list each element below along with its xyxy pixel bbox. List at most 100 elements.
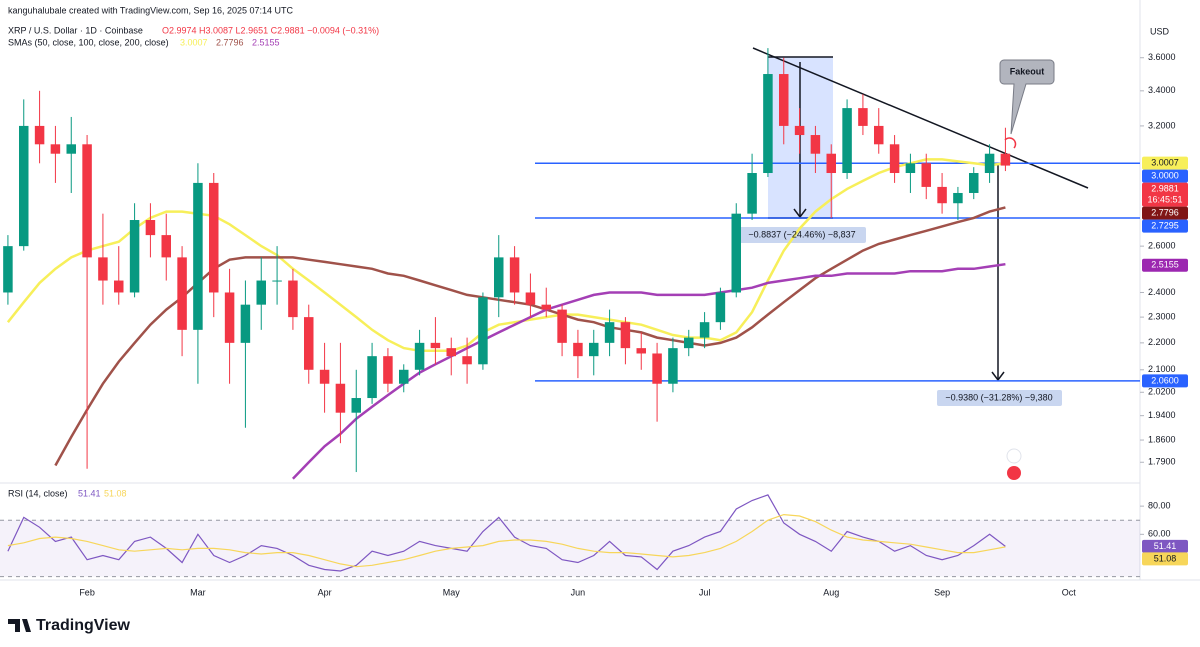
axis-unit: USD	[1150, 26, 1170, 36]
candle-body	[953, 192, 963, 204]
x-tick-label: Sep	[934, 587, 950, 597]
candle-body	[414, 342, 425, 370]
symbol-title: XRP / U.S. Dollar · 1D · Coinbase	[8, 25, 143, 35]
candle-body	[779, 74, 789, 126]
legend-value: 3.0007	[180, 37, 208, 47]
candle-body	[335, 383, 346, 413]
countdown: 16:45:51	[1147, 195, 1182, 205]
candle-body	[430, 342, 441, 349]
candle-body	[589, 342, 599, 357]
candle-body	[668, 348, 678, 384]
candle-body	[446, 348, 456, 357]
y-tick-label: 2.6000	[1148, 241, 1176, 251]
sma-line	[292, 262, 1006, 480]
candle-body	[256, 280, 266, 305]
legend-value: 2.5155	[252, 37, 280, 47]
candle-body	[224, 292, 235, 343]
candle-body	[620, 322, 631, 349]
rsi-line	[7, 494, 1006, 572]
candle-body	[145, 220, 156, 236]
price-label-box	[1142, 206, 1188, 220]
y-tick-label: 1.7900	[1148, 457, 1176, 467]
candle-body	[478, 297, 488, 365]
x-tick-label: May	[443, 587, 461, 597]
candle-body	[177, 257, 187, 330]
price-label: 2.0600	[1151, 375, 1179, 385]
price-label-box	[1142, 374, 1188, 388]
candle-body	[541, 304, 551, 310]
measure-label: −0.9380 (−31.28%) −9,380	[945, 392, 1052, 402]
candle-body	[82, 144, 92, 258]
candle-body	[161, 235, 171, 258]
candle-body	[525, 292, 536, 305]
y-tick-label: 3.4000	[1148, 85, 1176, 95]
candle-body	[383, 356, 393, 384]
x-tick-label: Jun	[571, 587, 586, 597]
price-label: 3.0007	[1151, 158, 1179, 168]
candle-body	[652, 353, 662, 384]
y-tick-label: 3.6000	[1148, 52, 1176, 62]
candle-body	[842, 108, 852, 174]
arrow-head	[793, 208, 807, 219]
legend-value: 51.41	[78, 488, 101, 498]
price-label-box	[1142, 182, 1188, 207]
arrow-head	[991, 371, 1005, 382]
candle-body	[50, 144, 61, 154]
x-tick-label: Aug	[823, 587, 839, 597]
value-label: 51.08	[1154, 553, 1177, 563]
x-tick-label: Apr	[318, 587, 332, 597]
value-label: 51.41	[1154, 541, 1177, 551]
brand: TradingView	[36, 617, 131, 634]
candle-body	[557, 309, 567, 343]
trendline	[752, 47, 1089, 189]
candle-body	[98, 257, 108, 281]
candle-body	[66, 144, 76, 154]
candle-body	[193, 182, 203, 330]
candle-body	[937, 186, 947, 204]
y-tick-label: 2.3000	[1148, 311, 1176, 321]
price-label: 3.0000	[1151, 171, 1179, 181]
candle-body	[858, 108, 868, 126]
sma-line	[6, 158, 1006, 353]
x-tick-label: Oct	[1062, 587, 1077, 597]
legend-value: 51.08	[104, 488, 127, 498]
y-tick-label: 1.8600	[1148, 434, 1176, 444]
candle-body	[810, 135, 821, 154]
y-tick-label: 60.00	[1148, 529, 1171, 539]
candle-body	[573, 342, 583, 357]
rsi-title: RSI (14, close)	[8, 488, 68, 498]
candle-body	[874, 125, 884, 145]
measure-label: −0.8837 (−24.46%) −8,837	[748, 229, 855, 239]
value-label-box	[1142, 539, 1188, 553]
x-tick-label: Feb	[79, 587, 95, 597]
candle-body	[129, 220, 140, 293]
candle-body	[715, 292, 726, 323]
candle-body	[288, 280, 298, 318]
price-label-box	[1142, 258, 1188, 272]
candle-body	[19, 125, 29, 247]
candle-body	[1000, 153, 1011, 166]
drawings	[535, 47, 1140, 480]
candle-body	[304, 317, 314, 370]
candle-body	[699, 322, 710, 338]
candle-body	[905, 163, 916, 174]
candle-body	[747, 173, 757, 214]
legend-value: 2.7796	[216, 37, 244, 47]
candle-body	[272, 280, 282, 282]
candle-body	[494, 257, 504, 298]
y-tick-label: 1.9400	[1148, 410, 1176, 420]
candle-body	[921, 163, 931, 187]
price-label: 2.7796	[1151, 208, 1179, 218]
candle-body	[399, 369, 409, 384]
price-label-box	[1142, 156, 1188, 170]
ohlc-values: O2.9974 H3.0087 L2.9651 C2.9881 −0.0094 …	[162, 25, 379, 35]
attribution: kanguhalubale created with TradingView.c…	[8, 5, 294, 15]
logo: TradingView	[8, 617, 131, 634]
candle-body	[114, 280, 124, 293]
measure-label-box	[738, 227, 866, 243]
candle-body	[604, 322, 615, 343]
candle-body	[351, 398, 361, 413]
candle-body	[509, 257, 520, 293]
price-label-box	[1142, 219, 1188, 233]
measure-label-box	[937, 390, 1062, 406]
